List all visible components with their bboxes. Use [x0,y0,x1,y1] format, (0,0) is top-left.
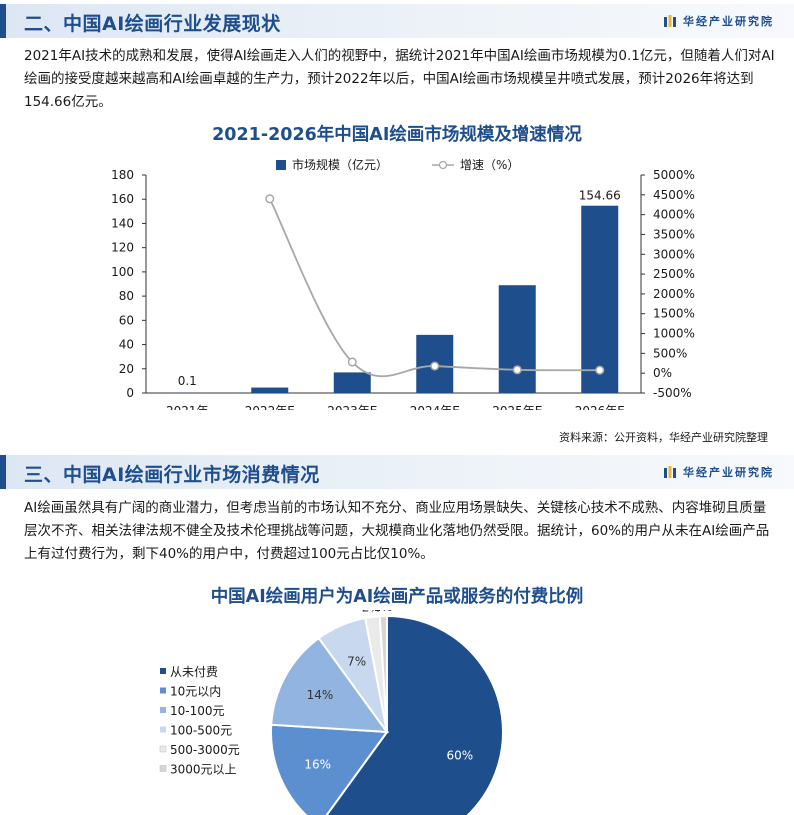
brand-name: 华经产业研究院 [683,15,774,28]
bar [251,387,289,393]
pie-value-label: 16% [304,758,331,772]
source-note: 资料来源：公开资料，华经产业研究院整理 [559,431,768,444]
right-tick-label: 1000% [653,327,695,341]
growth-point [430,361,440,371]
legend-label-growth: 增速（%） [460,158,519,172]
brand-badge: 华经产业研究院 [663,13,774,29]
legend-label-market-size: 市场规模（亿元） [292,157,388,172]
brand-name: 华经产业研究院 [683,466,774,479]
bar-chart: 市场规模（亿元） 增速（%） 0 20 40 60 80 100 120 140 160 180 -… [111,157,695,410]
right-tick-label: 3000% [653,247,695,261]
brand-logo-icon [664,15,676,27]
left-tick-label: 80 [119,289,134,303]
section-header-3: 三、中国AI绘画行业市场消费情况 华经产业研究院 [0,455,794,489]
left-tick-label: 20 [119,362,134,376]
right-tick-label: 2500% [653,267,695,281]
left-tick-label: 40 [119,338,134,352]
left-tick-label: 140 [111,216,134,230]
pie-chart-title: 中国AI绘画用户为AI绘画产品或服务的付费比例 [210,587,584,607]
bar-chart-title: 2021-2026年中国AI绘画市场规模及增速情况 [212,125,582,145]
right-tick-label: 3500% [653,227,695,241]
section3-paragraph: AI绘画虽然具有广阔的商业潜力，但考虑当前的市场认知不充分、商业应用场景缺失、关… [24,500,770,562]
pie-legend-swatch [160,726,166,733]
right-tick-label: 500% [653,346,687,360]
left-tick-label: 0 [126,386,134,400]
pie-slice [378,614,388,733]
bar-data-label: 0.1 [178,374,197,388]
pie-legend-label: 10元以内 [170,685,221,699]
pie-legend-label: 100-500元 [170,724,232,738]
left-tick-label: 100 [111,265,134,279]
right-tick-label: 4500% [653,188,695,202]
section-header-2: 二、中国AI绘画行业发展现状 华经产业研究院 [0,4,794,38]
growth-point [595,365,605,375]
left-tick-label: 160 [111,192,134,206]
pie-legend-swatch [159,765,167,772]
pie-legend-swatch [159,745,167,753]
left-tick-label: 120 [111,241,134,255]
x-tick-label: 2026年E [575,404,625,410]
growth-line [268,198,600,378]
bar [581,205,619,393]
bar [498,285,536,393]
legend-swatch-growth-marker [438,160,448,170]
right-tick-label: 0% [653,366,672,380]
right-tick-label: 4000% [653,208,695,222]
right-tick-label: 1500% [653,307,695,321]
section2-paragraph: 2021年AI技术的成熟和发展，使得AI绘画走入人们的视野中，据统计2021年中… [24,48,775,110]
pie-legend-label: 从未付费 [170,665,218,679]
left-tick-label: 180 [111,168,134,182]
x-tick-label: 2023年E [327,404,377,410]
pie-legend-label: 3000元以上 [170,763,237,777]
section-title-3: 三、中国AI绘画行业市场消费情况 [24,464,320,486]
section-title-2: 二、中国AI绘画行业发展现状 [24,13,281,35]
x-tick-label: 2024年E [410,404,460,410]
right-tick-label: 5000% [653,168,695,182]
bar-chart-legend: 市场规模（亿元） 增速（%） [276,157,519,172]
bar [333,372,371,393]
pie-value-label: 2% [362,610,381,615]
pie-chart-legend: 从未付费 10元以内 10-100元 100-500元 500-3000元 3000元以上 [159,665,240,777]
growth-point [512,365,522,375]
pie-chart: 60% 16% 14% 7% 2%1% 从未付费 10元以内 10-100元 100-500元… [159,610,504,815]
x-tick-label: 2025年E [492,404,542,410]
right-tick-label: -500% [653,386,692,400]
pie-legend-swatch [160,707,166,713]
pie-legend-swatch [160,687,166,694]
x-tick-label: 2022年E [245,404,295,410]
pie-value-label: 1% [374,610,393,614]
growth-point [347,357,357,367]
growth-point [265,194,275,204]
brand-logo-icon [664,466,676,478]
pie-legend-label: 500-3000元 [170,743,240,757]
brand-badge: 华经产业研究院 [663,464,774,480]
right-tick-label: 2000% [653,287,695,301]
bar-data-label: 154.66 [579,189,621,203]
pie-slice [325,614,504,815]
legend-swatch-market-size [276,160,286,170]
left-tick-label: 60 [119,313,134,327]
pie-slice [270,723,389,815]
pie-legend-label: 10-100元 [170,704,225,718]
x-tick-label: 2021年 [166,404,209,410]
pie-slice [270,636,390,734]
pie-value-label: 14% [307,688,334,702]
pie-value-label: 7% [347,655,366,669]
pie-value-label: 60% [446,749,473,763]
pie-legend-swatch [160,668,166,674]
